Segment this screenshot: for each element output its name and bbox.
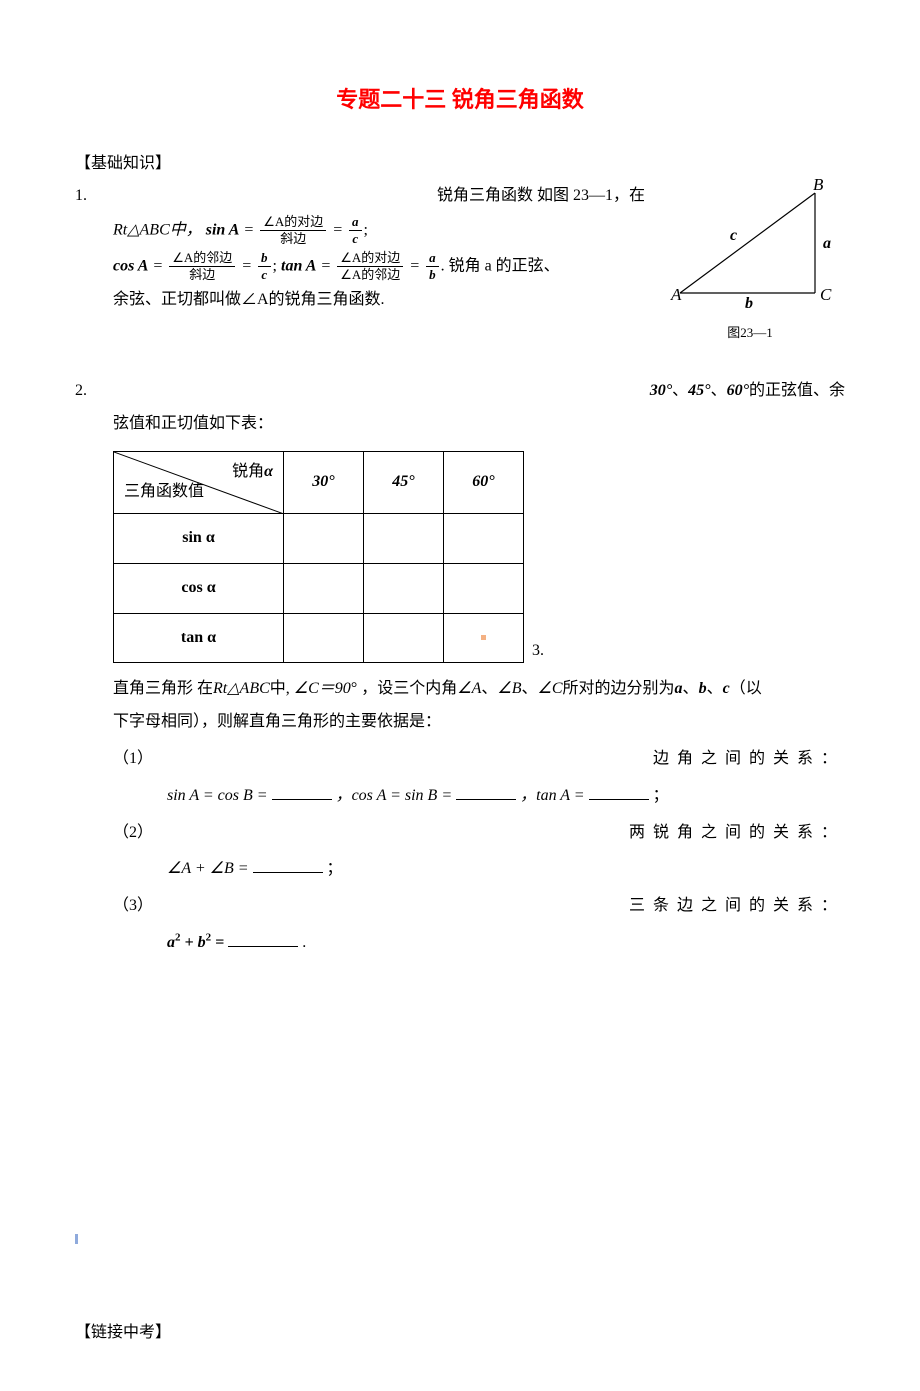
blank-input[interactable] — [253, 857, 323, 873]
sin-a-num: ∠A的对边 — [260, 215, 326, 231]
sub-2-body: ∠A + ∠B = ； — [167, 855, 845, 884]
sub-item-2: （2） 两锐角之间的关系： — [113, 819, 845, 848]
section-basic-knowledge: 【基础知识】 — [75, 150, 845, 179]
side-c: c — [730, 227, 737, 244]
col-60: 60° — [444, 451, 524, 513]
item-2: 2. 30°、45°、60°的正弦值、余 — [75, 377, 845, 406]
marker-icon — [75, 1234, 78, 1244]
table-row: sin α — [114, 513, 524, 563]
col-45: 45° — [364, 451, 444, 513]
sub-3-body: a2 + b2 = . — [167, 929, 845, 958]
cell-sin-45 — [364, 513, 444, 563]
rt-abc-prefix: Rt△ABC中， — [113, 222, 202, 239]
item-3-text-a: 直角三角形 在Rt△ABC中, ∠C＝90 — [113, 680, 351, 697]
item-3-line-1: 直角三角形 在Rt△ABC中, ∠C＝90° ，设三个内角∠A、∠B、∠C所对的… — [113, 675, 845, 704]
item-1-number: 1. — [75, 182, 105, 211]
item-2-right-text: 30°、45°、60°的正弦值、余 — [650, 377, 845, 406]
sub-2-right: 两锐角之间的关系： — [629, 819, 845, 848]
cos-a-den2: c — [258, 267, 271, 282]
table-row: cos α — [114, 563, 524, 613]
item-2-number: 2. — [75, 377, 105, 406]
side-a: a — [823, 235, 831, 252]
sub1-end: ； — [653, 787, 669, 804]
section-link-exam: 【链接中考】 — [75, 1319, 845, 1348]
cell-cos-45 — [364, 563, 444, 613]
tan-a-lhs: tan A — [281, 257, 316, 274]
triangle-svg: A B C a b c — [665, 178, 835, 308]
page-title: 专题二十三 锐角三角函数 — [75, 80, 845, 120]
sub-1-number: （1） — [113, 745, 167, 774]
cell-cos-30 — [284, 563, 364, 613]
cos-a-num2: b — [258, 251, 271, 267]
table-row: tan α — [114, 613, 524, 663]
cos-a-lhs: cos A — [113, 257, 148, 274]
trig-values-table: 锐角α 三角函数值 30° 45° 60° sin α cos α tan α — [113, 451, 524, 663]
table-diag-bottom: 三角函数值 — [124, 478, 204, 507]
sub-1-right: 边角之间的关系： — [653, 745, 845, 774]
row-cos: cos α — [114, 563, 284, 613]
row-tan: tan α — [114, 613, 284, 663]
cos-a-num: ∠A的邻边 — [169, 251, 235, 267]
sub-3-number: （3） — [113, 892, 167, 921]
vertex-c: C — [820, 285, 832, 304]
sin-a-den2: c — [349, 231, 362, 246]
sub1-tan: ，tan A = — [520, 787, 584, 804]
blank-input[interactable] — [272, 784, 332, 800]
blank-input[interactable] — [456, 784, 516, 800]
row-sin: sin α — [114, 513, 284, 563]
item-3-text-b: ，设三个内角∠A、∠B、∠C所对的边分别为a、b、c（以 — [361, 680, 761, 697]
sin-a-lhs: sin A — [206, 222, 240, 239]
sub-1-body: sin A = cos B = ，cos A = sin B = ，tan A … — [167, 782, 845, 811]
sub1-sin-cos: sin A = cos B = — [167, 787, 268, 804]
table-diag-top: 锐角α — [232, 458, 273, 487]
cell-tan-30 — [284, 613, 364, 663]
cell-tan-60 — [444, 613, 524, 663]
sub-item-3: （3） 三条边之间的关系： — [113, 892, 845, 921]
tan-a-num2: a — [426, 251, 439, 267]
degree: ° — [351, 680, 357, 697]
blank-input[interactable] — [589, 784, 649, 800]
sub3-end: . — [302, 934, 306, 951]
sub1-cos-sin: ，cos A = sin B = — [336, 787, 453, 804]
blank-input[interactable] — [228, 931, 298, 947]
cell-tan-45 — [364, 613, 444, 663]
cell-sin-60 — [444, 513, 524, 563]
side-b: b — [745, 295, 753, 308]
item-1-tail: 锐角 a 的正弦、 — [449, 257, 560, 274]
item-2-line-2: 弦值和正切值如下表： — [113, 410, 845, 439]
item-1-right-text: 锐角三角函数 如图 23—1，在 — [437, 182, 645, 211]
cos-a-den: 斜边 — [169, 267, 235, 282]
item-1: 1. 锐角三角函数 如图 23—1，在 — [75, 182, 645, 211]
tan-a-den2: b — [426, 267, 439, 282]
item-1-last-text: 余弦、正切都叫做∠A的锐角三角函数. — [113, 291, 385, 308]
sin-a-den: 斜边 — [260, 231, 326, 246]
tan-a-num: ∠A的对边 — [337, 251, 403, 267]
item-3-line-2: 下字母相同），则解直角三角形的主要依据是： — [113, 708, 845, 737]
figure-23-1: A B C a b c 图23—1 — [655, 178, 845, 344]
sub-item-1: （1） 边角之间的关系： — [113, 745, 845, 774]
sub-2-number: （2） — [113, 819, 167, 848]
vertex-a: A — [670, 285, 682, 304]
sub2-eq: ∠A + ∠B = — [167, 860, 249, 877]
col-30: 30° — [284, 451, 364, 513]
tan-a-den: ∠A的邻边 — [337, 267, 403, 282]
sin-a-num2: a — [349, 215, 362, 231]
dot-icon — [481, 635, 486, 640]
sub-3-right: 三条边之间的关系： — [629, 892, 845, 921]
sub2-end: ； — [327, 860, 343, 877]
item-3-number: 3. — [532, 637, 544, 666]
vertex-b: B — [813, 178, 824, 194]
cell-sin-30 — [284, 513, 364, 563]
figure-caption: 图23—1 — [655, 321, 845, 344]
cell-cos-60 — [444, 563, 524, 613]
